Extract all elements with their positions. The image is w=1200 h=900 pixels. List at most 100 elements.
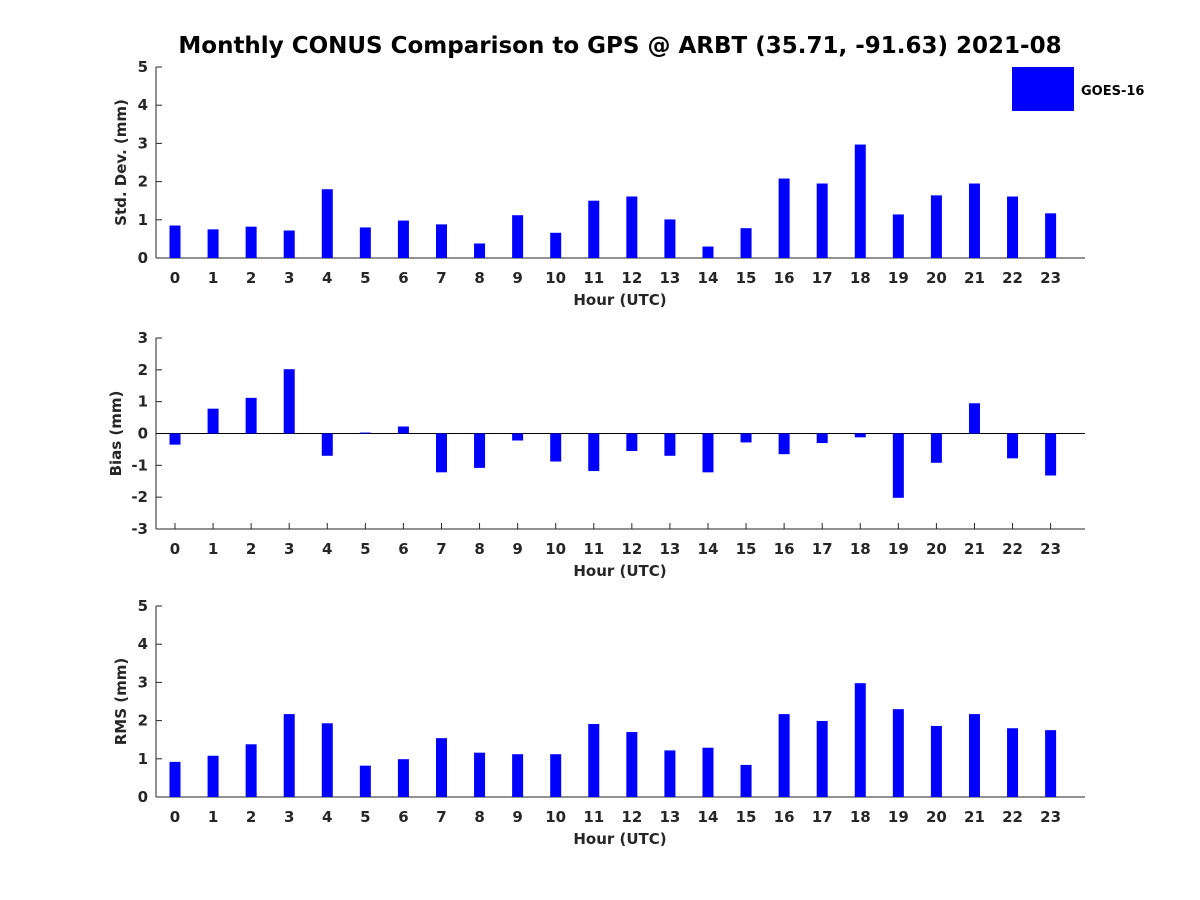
bar <box>740 228 752 258</box>
x-tick-label: 11 <box>583 540 604 558</box>
bar <box>664 433 676 456</box>
x-tick-label: 7 <box>436 269 446 287</box>
bar <box>207 755 219 797</box>
x-tick-label: 11 <box>583 808 604 826</box>
bar <box>474 752 486 797</box>
bar <box>702 747 714 797</box>
x-tick-label: 20 <box>926 540 947 558</box>
x-tick-label: 9 <box>512 540 522 558</box>
x-tick-label: 15 <box>736 269 757 287</box>
bar <box>1045 433 1057 476</box>
x-tick-label: 2 <box>246 540 256 558</box>
x-tick-label: 7 <box>436 808 446 826</box>
x-tick-label: 8 <box>474 269 484 287</box>
bar <box>892 433 904 498</box>
x-tick-label: 21 <box>964 808 985 826</box>
y-tick-label: 3 <box>138 134 148 152</box>
bar <box>359 765 371 797</box>
x-tick-label: 0 <box>170 808 180 826</box>
bar <box>702 246 714 258</box>
bar <box>626 196 638 258</box>
x-tick-label: 19 <box>888 269 909 287</box>
x-tick-label: 15 <box>736 540 757 558</box>
bar <box>397 220 409 258</box>
bar <box>664 750 676 797</box>
bar <box>702 433 714 473</box>
x-tick-label: 23 <box>1040 269 1061 287</box>
bar <box>778 178 790 258</box>
x-tick-label: 18 <box>850 269 871 287</box>
bar <box>321 189 333 258</box>
x-tick-label: 10 <box>545 269 566 287</box>
x-tick-label: 12 <box>621 269 642 287</box>
bar <box>550 754 562 797</box>
x-tick-label: 21 <box>964 269 985 287</box>
x-tick-label: 6 <box>398 540 408 558</box>
x-tick-label: 6 <box>398 808 408 826</box>
x-axis-label: Hour (UTC) <box>573 562 666 580</box>
x-tick-label: 13 <box>659 269 680 287</box>
x-tick-label: 5 <box>360 269 370 287</box>
x-tick-label: 17 <box>812 540 833 558</box>
y-tick-label: 1 <box>138 750 148 768</box>
x-tick-label: 14 <box>698 808 719 826</box>
bar <box>169 761 181 797</box>
x-tick-label: 16 <box>774 808 795 826</box>
bar <box>968 183 980 258</box>
x-tick-label: 11 <box>583 269 604 287</box>
x-tick-label: 15 <box>736 808 757 826</box>
x-tick-label: 5 <box>360 540 370 558</box>
bar <box>854 433 866 438</box>
bar <box>588 433 600 472</box>
bar <box>359 227 371 258</box>
x-tick-label: 10 <box>545 540 566 558</box>
x-tick-label: 22 <box>1002 808 1023 826</box>
bar <box>968 714 980 797</box>
x-tick-label: 1 <box>208 269 218 287</box>
bar <box>245 397 257 434</box>
x-tick-label: 3 <box>284 269 294 287</box>
bar <box>854 144 866 258</box>
x-tick-label: 14 <box>698 269 719 287</box>
bar <box>588 200 600 258</box>
x-tick-label: 19 <box>888 808 909 826</box>
bar <box>435 433 447 473</box>
x-tick-label: 9 <box>512 808 522 826</box>
y-tick-label: 3 <box>138 329 148 347</box>
bar <box>397 759 409 797</box>
bar <box>207 408 219 434</box>
x-tick-label: 1 <box>208 808 218 826</box>
y-tick-label: 0 <box>138 788 148 806</box>
bar <box>1045 213 1057 258</box>
bar <box>1007 196 1019 258</box>
y-tick-label: 0 <box>138 425 148 443</box>
bar <box>435 738 447 797</box>
bar <box>892 709 904 797</box>
legend-swatch <box>1012 67 1074 111</box>
y-tick-label: 4 <box>138 635 148 653</box>
bar <box>550 232 562 258</box>
x-tick-label: 0 <box>170 540 180 558</box>
x-tick-label: 12 <box>621 808 642 826</box>
x-tick-label: 22 <box>1002 540 1023 558</box>
y-tick-label: -1 <box>131 456 148 474</box>
x-tick-label: 20 <box>926 808 947 826</box>
x-tick-label: 2 <box>246 808 256 826</box>
y-tick-label: -2 <box>131 488 148 506</box>
bar <box>740 433 752 443</box>
bar <box>397 426 409 434</box>
y-tick-label: 3 <box>138 673 148 691</box>
x-tick-label: 9 <box>512 269 522 287</box>
bar <box>283 230 295 258</box>
bar <box>245 744 257 797</box>
y-axis-label: Bias (mm) <box>107 391 125 477</box>
bar <box>1045 730 1057 797</box>
x-tick-label: 6 <box>398 269 408 287</box>
x-tick-label: 19 <box>888 540 909 558</box>
x-tick-label: 5 <box>360 808 370 826</box>
bar <box>283 714 295 797</box>
y-axis-label: Std. Dev. (mm) <box>112 99 130 226</box>
chart-title: Monthly CONUS Comparison to GPS @ ARBT (… <box>178 33 1061 59</box>
x-tick-label: 18 <box>850 540 871 558</box>
bar <box>512 433 524 441</box>
